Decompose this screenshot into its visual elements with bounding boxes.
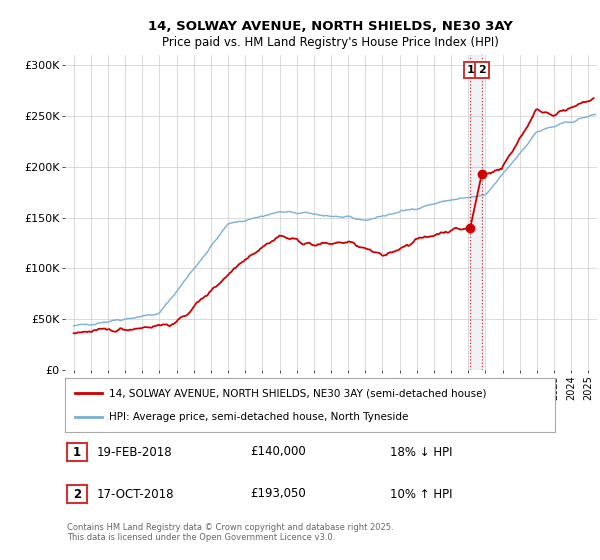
Text: 1: 1 [73,446,81,459]
Text: 2: 2 [73,488,81,501]
Bar [470,55,482,370]
Text: £193,050: £193,050 [250,488,306,501]
Text: 1: 1 [466,66,474,75]
Text: 19-FEB-2018: 19-FEB-2018 [97,446,173,459]
Text: 14, SOLWAY AVENUE, NORTH SHIELDS, NE30 3AY (semi-detached house): 14, SOLWAY AVENUE, NORTH SHIELDS, NE30 3… [109,388,487,398]
Text: 2: 2 [478,66,486,75]
Text: Price paid vs. HM Land Registry's House Price Index (HPI): Price paid vs. HM Land Registry's House … [161,36,499,49]
Text: £140,000: £140,000 [250,446,306,459]
Text: 14, SOLWAY AVENUE, NORTH SHIELDS, NE30 3AY: 14, SOLWAY AVENUE, NORTH SHIELDS, NE30 3… [148,20,512,32]
Text: Contains HM Land Registry data © Crown copyright and database right 2025.
This d: Contains HM Land Registry data © Crown c… [67,522,394,542]
Text: 18% ↓ HPI: 18% ↓ HPI [390,446,452,459]
Text: 10% ↑ HPI: 10% ↑ HPI [390,488,452,501]
Text: HPI: Average price, semi-detached house, North Tyneside: HPI: Average price, semi-detached house,… [109,412,409,422]
Text: 17-OCT-2018: 17-OCT-2018 [97,488,175,501]
